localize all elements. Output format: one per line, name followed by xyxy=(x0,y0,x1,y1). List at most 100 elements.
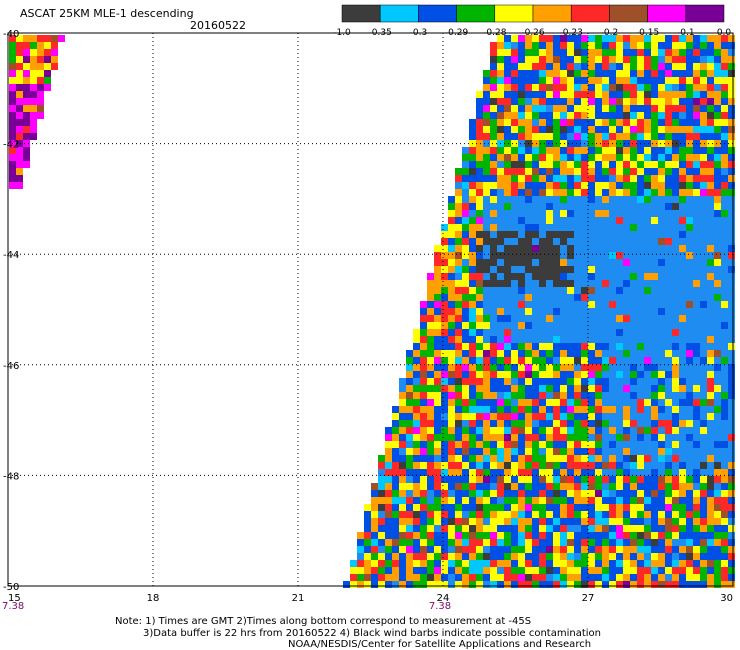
swath-cell xyxy=(714,112,721,119)
swath-cell xyxy=(581,77,588,84)
swath-cell xyxy=(721,196,728,203)
swath-cell xyxy=(490,392,497,399)
swath-cell xyxy=(602,70,609,77)
swath-cell xyxy=(560,434,567,441)
swath-cell xyxy=(707,98,714,105)
swath-cell xyxy=(651,315,658,322)
swath-cell xyxy=(546,434,553,441)
swath-cell xyxy=(644,525,651,532)
swath-cell xyxy=(707,567,714,574)
swath-cell xyxy=(406,392,413,399)
swath-cell xyxy=(665,574,672,581)
swath-cell xyxy=(721,343,728,350)
swath-cell xyxy=(714,35,721,42)
swath-cell xyxy=(665,504,672,511)
swath-cell xyxy=(637,203,644,210)
swath-cell xyxy=(679,273,686,280)
swath-cell xyxy=(476,364,483,371)
swath-cell xyxy=(455,560,462,567)
swath-cell xyxy=(616,154,623,161)
swath-cell xyxy=(609,364,616,371)
swath-cell xyxy=(539,448,546,455)
swath-cell xyxy=(574,441,581,448)
swath-cell xyxy=(602,161,609,168)
swath-cell xyxy=(714,49,721,56)
swath-cell xyxy=(511,483,518,490)
swath-cell xyxy=(490,126,497,133)
swath-cell xyxy=(644,371,651,378)
swath-cell xyxy=(469,420,476,427)
swath-cell xyxy=(665,567,672,574)
swath-cell xyxy=(427,532,434,539)
swath-cell xyxy=(630,385,637,392)
swath-cell xyxy=(441,574,448,581)
swath-cell xyxy=(413,483,420,490)
swath-cell xyxy=(357,532,364,539)
swath-cell xyxy=(51,63,58,70)
swath-cell xyxy=(616,301,623,308)
swath-cell xyxy=(448,420,455,427)
swath-cell xyxy=(637,364,644,371)
swath-cell xyxy=(539,329,546,336)
swath-cell xyxy=(413,511,420,518)
swath-cell xyxy=(665,280,672,287)
swath-cell xyxy=(483,364,490,371)
swath-cell xyxy=(679,420,686,427)
swath-cell xyxy=(574,217,581,224)
swath-cell xyxy=(686,378,693,385)
swath-cell xyxy=(658,70,665,77)
swath-cell xyxy=(483,84,490,91)
swath-cell xyxy=(539,259,546,266)
swath-cell xyxy=(434,448,441,455)
swath-cell xyxy=(728,504,735,511)
swath-cell xyxy=(700,490,707,497)
swath-cell xyxy=(462,357,469,364)
swath-cell xyxy=(644,504,651,511)
swath-cell xyxy=(728,189,735,196)
swath-cell xyxy=(525,98,532,105)
swath-cell xyxy=(567,217,574,224)
swath-cell xyxy=(420,553,427,560)
swath-cell xyxy=(560,56,567,63)
colorbar-swatch xyxy=(609,4,648,23)
swath-cell xyxy=(567,336,574,343)
swath-cell xyxy=(448,336,455,343)
swath-cell xyxy=(574,378,581,385)
swath-cell xyxy=(469,245,476,252)
swath-cell xyxy=(700,343,707,350)
swath-cell xyxy=(539,469,546,476)
swath-cell xyxy=(553,189,560,196)
swath-cell xyxy=(714,532,721,539)
swath-cell xyxy=(651,560,658,567)
swath-cell xyxy=(504,427,511,434)
swath-cell xyxy=(539,420,546,427)
swath-cell xyxy=(728,63,735,70)
swath-cell xyxy=(518,462,525,469)
swath-cell xyxy=(658,483,665,490)
swath-cell xyxy=(497,238,504,245)
swath-cell xyxy=(525,126,532,133)
swath-cell xyxy=(434,350,441,357)
swath-cell xyxy=(581,308,588,315)
swath-cell xyxy=(539,455,546,462)
swath-cell xyxy=(504,231,511,238)
swath-cell xyxy=(497,63,504,70)
swath-cell xyxy=(595,217,602,224)
swath-cell xyxy=(441,497,448,504)
swath-cell xyxy=(546,280,553,287)
swath-cell xyxy=(665,483,672,490)
swath-cell xyxy=(553,259,560,266)
swath-cell xyxy=(595,42,602,49)
swath-cell xyxy=(16,77,23,84)
swath-cell xyxy=(609,210,616,217)
swath-cell xyxy=(434,308,441,315)
swath-cell xyxy=(560,91,567,98)
swath-cell xyxy=(546,497,553,504)
swath-cell xyxy=(455,406,462,413)
swath-cell xyxy=(707,553,714,560)
swath-cell xyxy=(616,196,623,203)
swath-cell xyxy=(532,91,539,98)
swath-cell xyxy=(602,371,609,378)
swath-cell xyxy=(427,546,434,553)
swath-cell xyxy=(455,322,462,329)
